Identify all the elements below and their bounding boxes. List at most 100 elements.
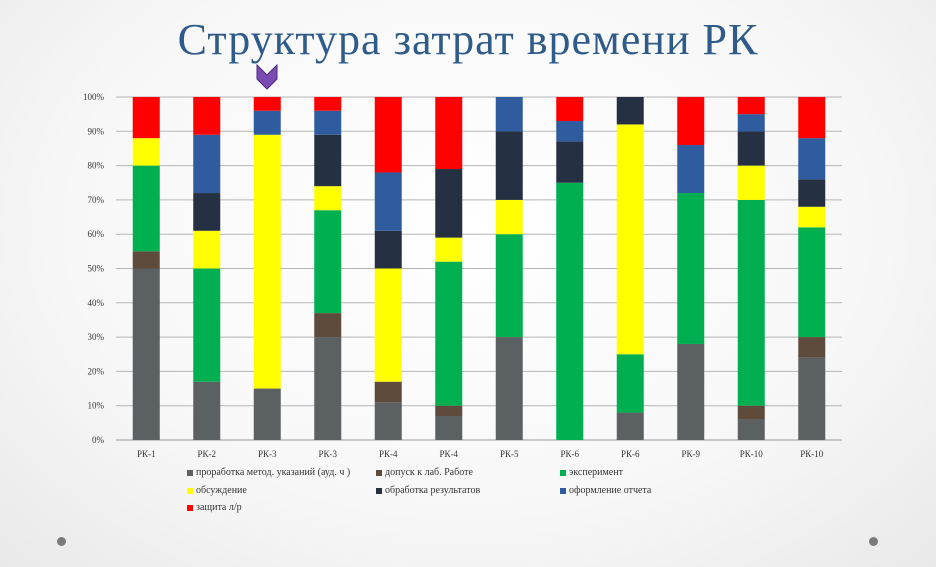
bar-segment: [495, 131, 523, 200]
legend-item: обсуждение: [187, 485, 247, 496]
bar-segment: [314, 337, 342, 440]
legend-label: защита л/р: [196, 502, 242, 513]
legend-swatch: [187, 487, 193, 494]
bar-segment: [374, 268, 402, 382]
y-tick-label: 0%: [92, 435, 105, 445]
legend-label: обсуждение: [196, 485, 247, 496]
legend-item: проработка метод. указаний (ауд. ч ): [187, 467, 350, 478]
legend-label: проработка метод. указаний (ауд. ч ): [196, 467, 351, 478]
bar-segment: [314, 313, 342, 338]
bar-segment: [495, 97, 523, 132]
legend-swatch: [376, 487, 382, 494]
x-tick-label: РК-9: [681, 449, 700, 459]
bar-segment: [253, 97, 281, 111]
bar-segment: [253, 110, 281, 135]
x-tick-label: РК-4: [439, 449, 458, 459]
legend-swatch: [376, 469, 382, 476]
bar-segment: [737, 199, 765, 406]
bar-segment: [314, 97, 342, 111]
bar-segment: [193, 381, 221, 440]
bar-segment: [193, 230, 221, 269]
bar-segment: [374, 402, 402, 440]
bar-segment: [374, 230, 402, 269]
bar-segment: [132, 268, 160, 440]
legend-label: обработка результатов: [385, 485, 481, 496]
legend-item: эксперимент: [560, 467, 623, 478]
legend-swatch: [187, 504, 193, 511]
x-tick-label: РК-1: [137, 449, 156, 459]
bar-segment: [616, 412, 644, 440]
bar-segment: [737, 114, 765, 132]
bar-segment: [193, 193, 221, 231]
bar-segment: [616, 124, 644, 355]
bar-segment: [677, 193, 705, 344]
bar-segment: [737, 131, 765, 166]
y-tick-label: 100%: [83, 92, 105, 102]
bar-segment: [193, 97, 221, 135]
bar-segment: [798, 138, 826, 180]
bar-segment: [798, 357, 826, 440]
x-tick-label: РК-6: [560, 449, 579, 459]
bar-segment: [314, 186, 342, 211]
y-tick-label: 70%: [88, 195, 105, 205]
bar-segment: [798, 337, 826, 358]
bar-segment: [677, 97, 705, 146]
bar-segment: [193, 268, 221, 382]
y-tick-label: 20%: [88, 366, 105, 376]
bar-segment: [132, 165, 160, 252]
legend-swatch: [560, 487, 566, 494]
y-tick-label: 30%: [88, 332, 105, 342]
bar-segment: [374, 381, 402, 403]
bar-segment: [374, 97, 402, 173]
legend-label: допуск к лаб. Работе: [385, 467, 473, 478]
y-tick-label: 60%: [88, 229, 105, 239]
bar-segment: [253, 134, 281, 389]
bar-segment: [495, 234, 523, 338]
bar-segment: [435, 405, 463, 416]
bar-segment: [253, 388, 281, 440]
bar-segment: [435, 169, 463, 238]
bar-segment: [132, 251, 160, 269]
y-tick-label: 80%: [88, 161, 105, 171]
x-tick-label: РК-10: [740, 449, 764, 459]
legend-item: допуск к лаб. Работе: [376, 467, 473, 478]
legend-item: оформление отчета: [560, 485, 651, 496]
chevron-down-icon: [256, 64, 278, 90]
bar-segment: [556, 121, 584, 142]
legend-item: защита л/р: [187, 502, 242, 513]
legend-swatch: [187, 469, 193, 476]
bar-segment: [737, 405, 765, 420]
bar-segment: [798, 97, 826, 139]
x-tick-label: РК-3: [258, 449, 277, 459]
bar-segment: [616, 354, 644, 413]
bar-segment: [314, 210, 342, 314]
bar-segment: [616, 97, 644, 125]
y-tick-label: 90%: [88, 126, 105, 136]
legend-swatch: [560, 469, 566, 476]
x-tick-label: РК-6: [621, 449, 640, 459]
x-tick-label: РК-2: [197, 449, 216, 459]
bar-segment: [677, 343, 705, 440]
slide-dot-left: [57, 537, 66, 546]
x-tick-label: РК-5: [500, 449, 519, 459]
y-tick-label: 10%: [88, 401, 105, 411]
bar-segment: [798, 227, 826, 338]
bar-segment: [495, 337, 523, 440]
x-tick-label: РК-4: [379, 449, 398, 459]
bar-segment: [435, 415, 463, 440]
bar-segment: [374, 172, 402, 231]
bar-segment: [132, 97, 160, 139]
y-tick-label: 50%: [88, 264, 105, 274]
bar-segment: [737, 165, 765, 200]
bar-segment: [132, 138, 160, 166]
chart-title: Структура затрат времени РК: [177, 15, 759, 64]
bar-segment: [314, 134, 342, 187]
legend-label: эксперимент: [569, 467, 623, 478]
y-tick-label: 40%: [88, 298, 105, 308]
bar-segment: [556, 97, 584, 122]
bar-segment: [556, 182, 584, 440]
legend-label: оформление отчета: [569, 485, 652, 496]
x-tick-label: РК-3: [318, 449, 337, 459]
bar-segment: [798, 206, 826, 228]
